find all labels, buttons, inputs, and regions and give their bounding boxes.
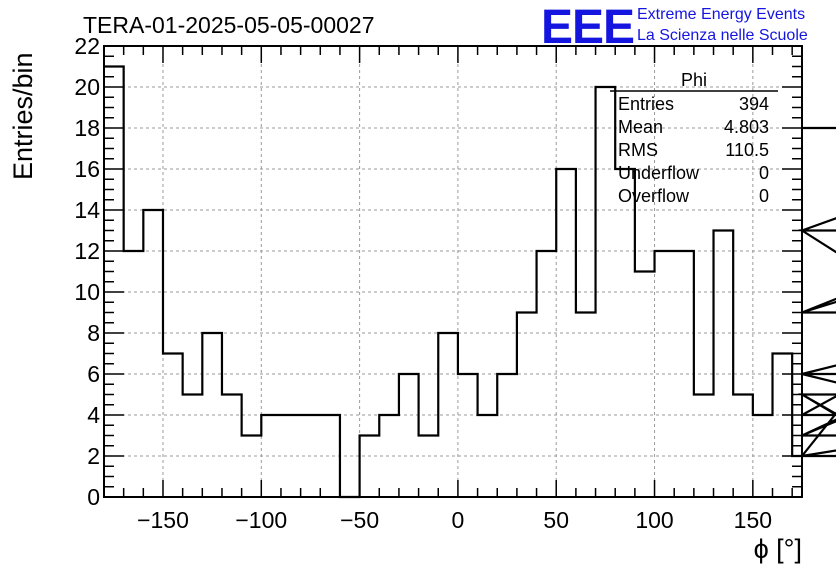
y-tick-label: 2 <box>87 443 100 469</box>
x-tick-label: 50 <box>543 507 569 533</box>
x-tick-labels: −150 −100 −50 0 50 100 150 <box>137 507 772 533</box>
plot-frame <box>103 45 803 498</box>
stats-row-value: 4.803 <box>724 117 769 137</box>
y-tick-label: 10 <box>74 279 100 305</box>
logo-line-1: Extreme Energy Events <box>637 6 805 23</box>
stats-box: Phi Entries 394 Mean 4.803 RMS 110.5 Underflow… <box>610 70 778 206</box>
eee-logo: EEE Extreme Energy Events La Scienza nel… <box>541 1 808 54</box>
y-axis-title: Entries/bin <box>8 52 38 180</box>
y-tick-label: 6 <box>87 361 100 387</box>
stats-row-label: RMS <box>618 140 658 160</box>
x-tick-label: −100 <box>235 507 287 533</box>
y-tick-label: 0 <box>87 484 100 510</box>
y-tick-labels: 0 2 4 6 8 10 12 14 16 18 20 22 <box>74 33 100 510</box>
y-tick-label: 4 <box>87 402 100 428</box>
stats-row-label: Overflow <box>618 186 690 206</box>
logo-mark: EEE <box>541 1 634 54</box>
x-tick-label: 100 <box>635 507 673 533</box>
y-tick-label: 22 <box>74 33 100 59</box>
histogram-outline <box>104 65 836 499</box>
y-tick-label: 16 <box>74 156 100 182</box>
y-tick-label: 14 <box>74 197 100 223</box>
x-axis-title: ϕ [°] <box>754 534 802 564</box>
x-tick-label: −150 <box>137 507 189 533</box>
stats-row-value: 0 <box>759 186 769 206</box>
stats-row-label: Underflow <box>618 163 700 183</box>
stats-row-label: Entries <box>618 94 674 114</box>
y-tick-label: 20 <box>74 74 100 100</box>
x-tick-label: −50 <box>340 507 379 533</box>
stats-row-value: 0 <box>759 163 769 183</box>
y-tick-label: 12 <box>74 238 100 264</box>
y-tick-label: 18 <box>74 115 100 141</box>
stats-row-label: Mean <box>618 117 663 137</box>
stats-row-value: 394 <box>739 94 769 114</box>
stats-title: Phi <box>681 70 707 90</box>
stats-row-value: 110.5 <box>725 140 769 160</box>
grid-lines <box>104 46 802 497</box>
x-tick-label: 0 <box>452 507 465 533</box>
logo-line-2: La Scienza nelle Scuole <box>637 27 808 44</box>
x-tick-label: 150 <box>734 507 772 533</box>
axis-ticks <box>104 45 802 498</box>
stats-rows: Entries 394 Mean 4.803 RMS 110.5 Underflow 0 Ove… <box>618 94 769 206</box>
chart-title: TERA-01-2025-05-05-00027 <box>83 12 375 38</box>
y-tick-label: 8 <box>87 320 100 346</box>
